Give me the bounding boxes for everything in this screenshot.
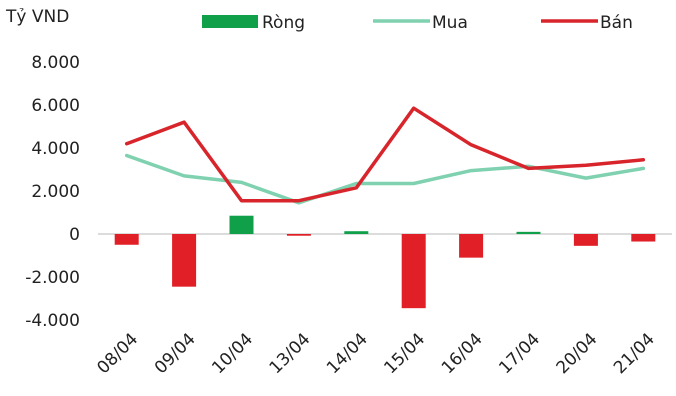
x-axis-ticks: 08/04 09/04 10/04 13/04 14/04 15/04 16/04 17/04… bbox=[93, 329, 658, 378]
legend-label-mua: Mua bbox=[432, 13, 468, 33]
net-bar bbox=[114, 234, 139, 245]
net-bar bbox=[229, 215, 254, 234]
y-axis-unit-label: Tỷ VND bbox=[5, 7, 69, 27]
y-tick-label: -2.000 bbox=[25, 268, 80, 288]
legend: Ròng Mua Bán bbox=[202, 13, 633, 33]
legend-label-rong: Ròng bbox=[262, 13, 305, 33]
net-bar bbox=[631, 234, 656, 242]
x-tick-label: 20/04 bbox=[553, 329, 602, 378]
x-tick-label: 15/04 bbox=[380, 329, 429, 378]
y-tick-label: 4.000 bbox=[31, 139, 80, 159]
y-tick-label: 8.000 bbox=[31, 53, 80, 73]
net-bar bbox=[344, 231, 369, 234]
series-line bbox=[124, 153, 646, 205]
y-tick-label: -4.000 bbox=[25, 311, 80, 331]
x-tick-label: 17/04 bbox=[495, 329, 544, 378]
series-line bbox=[124, 106, 646, 203]
x-tick-label: 09/04 bbox=[151, 329, 200, 378]
y-axis-ticks: 8.000 6.000 4.000 2.000 0 -2.000 -4.000 bbox=[25, 53, 80, 331]
series-lines bbox=[124, 106, 646, 205]
x-tick-label: 13/04 bbox=[266, 329, 315, 378]
y-tick-label: 2.000 bbox=[31, 182, 80, 202]
net-bar bbox=[401, 234, 426, 309]
net-bar bbox=[172, 234, 197, 287]
net-bar bbox=[516, 231, 541, 234]
net-bar bbox=[459, 234, 484, 258]
x-tick-label: 21/04 bbox=[610, 329, 659, 378]
x-tick-label: 10/04 bbox=[208, 329, 257, 378]
net-bar bbox=[286, 234, 311, 236]
y-tick-label: 0 bbox=[69, 225, 80, 245]
x-tick-label: 08/04 bbox=[93, 329, 142, 378]
x-tick-label: 16/04 bbox=[438, 329, 487, 378]
net-bar bbox=[573, 234, 598, 246]
legend-label-ban: Bán bbox=[600, 13, 633, 33]
y-tick-label: 6.000 bbox=[31, 96, 80, 116]
legend-swatch-rong bbox=[202, 15, 258, 28]
x-tick-label: 14/04 bbox=[323, 329, 372, 378]
net-bars bbox=[114, 215, 656, 309]
